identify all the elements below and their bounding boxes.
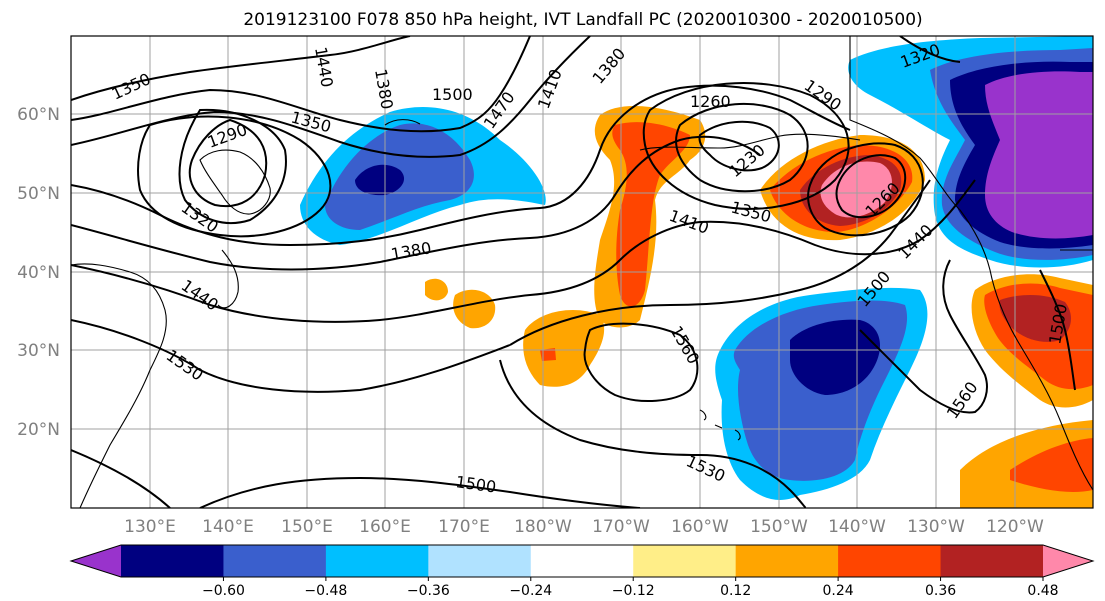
colorbar-extend-high [1043,545,1093,577]
contour-1440 [71,135,761,271]
colorbar-tick-label: 0.24 [823,583,854,599]
shade-navy-west [355,164,405,196]
latitude-axis: 60°N 50°N 40°N 30°N 20°N [17,105,60,440]
figure-title: 2019123100 F078 850 hPa height, IVT Land… [243,10,922,30]
coast-okhotsk [199,149,271,215]
lon-label: 160°W [671,517,729,537]
lat-label: 20°N [17,420,60,440]
lat-label: 60°N [17,105,60,125]
lon-label: 160°E [359,517,411,537]
ivt-shading [300,36,1093,508]
lon-label: 140°W [828,517,886,537]
shade-purple-na [985,71,1093,239]
coastlines [71,36,1093,508]
lon-label: 170°W [592,517,650,537]
coast-north-america [849,36,1093,491]
contour-1380 [71,84,851,247]
contour-1500-east [509,179,931,346]
coast-hawaii [699,409,741,441]
lon-label: 130°W [907,517,965,537]
lon-label: 130°E [124,517,176,537]
shade-red-central [612,122,690,307]
contour-1290-low [188,118,268,208]
lat-label: 50°N [17,184,60,204]
colorbar-tick-label: 0.12 [720,583,751,599]
lat-label: 40°N [17,263,60,283]
shade-orange-small-2 [425,278,448,301]
colorbar-tick-label: −0.60 [202,583,245,599]
contour-1320-ring [178,108,287,225]
contour-1530-west [71,319,511,393]
colorbar-tick-label: −0.36 [407,583,450,599]
lon-label: 150°E [281,517,333,537]
lon-label: 180°W [514,517,572,537]
contour-1500-south [199,476,641,508]
contour-1290-goa [807,142,924,237]
colorbar-segment [325,545,429,577]
coast-aleutian [639,133,861,151]
colorbar-outline [69,544,1095,578]
colorbar-segment [735,545,839,577]
contour-1350-north [71,36,411,101]
shade-red-mex [1010,438,1093,492]
colorbar-tick-label: 0.36 [925,583,956,599]
colorbar-tick-label: 0.48 [1027,583,1058,599]
longitude-axis: 130°E 140°E 150°E 160°E 170°E 180°W 170°… [124,517,1044,537]
colorbar-tick-label: −0.24 [509,583,552,599]
contour-1260-goa [835,154,907,219]
contour-1560-high [583,322,699,403]
contour-1560-east [859,259,988,414]
colorbar-segment [940,545,1044,577]
lon-label: 140°E [202,517,254,537]
contour-label: 1500 [432,85,473,104]
colorbar-segment [121,545,224,577]
colorbar-segment [838,545,942,577]
contour-label: 1260 [690,92,731,111]
colorbar-segment [633,545,737,577]
coast-japan [217,249,239,309]
contour-1260-ring [675,102,809,193]
colorbar-segment [428,545,532,577]
colorbar-tick-label: −0.48 [304,583,347,599]
colorbar-extend-low [71,545,121,577]
contour-1500-na [1039,269,1076,391]
contour-1230-low [698,120,780,172]
shade-darkred-usw [999,294,1072,342]
shade-red-speck [540,348,556,361]
lon-label: 120°W [986,517,1044,537]
colorbar: −0.60 −0.48 −0.36 −0.24 −0.12 0.12 0.24 0.36 0.4… [69,544,1095,599]
coast-kamchatka [384,119,421,126]
lat-label: 30°N [17,341,60,361]
map-frame [70,35,1094,509]
contour-1290-ring [642,82,850,210]
contour-1410 [71,36,591,158]
contour-1530-sw [71,449,171,508]
lon-label: 170°E [438,517,490,537]
contour-1530-south [499,359,807,508]
colorbar-segment [223,545,327,577]
coast-asia [71,263,167,508]
colorbar-segment [530,545,634,577]
contour-1320-na [899,36,961,63]
map-content: 1350 1440 1380 1500 1470 1410 1380 1320 … [71,36,1093,508]
contour-1350-ring [137,115,332,238]
height-contours [71,36,1076,508]
colorbar-tick-label: −0.12 [612,583,655,599]
contour-1470 [71,36,531,133]
lon-label: 150°W [750,517,808,537]
